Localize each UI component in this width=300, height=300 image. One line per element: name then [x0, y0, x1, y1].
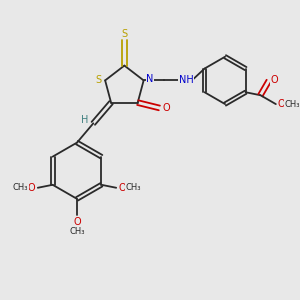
Text: CH₃: CH₃ [69, 227, 85, 236]
Text: H: H [81, 116, 89, 125]
Text: O: O [271, 74, 278, 85]
Text: S: S [121, 29, 127, 39]
Text: O: O [162, 103, 170, 113]
Text: O: O [278, 99, 286, 109]
Text: CH₃: CH₃ [126, 183, 141, 192]
Text: N: N [146, 74, 154, 84]
Text: NH: NH [178, 75, 194, 85]
Text: CH₃: CH₃ [284, 100, 300, 109]
Text: CH₃: CH₃ [13, 183, 28, 192]
Text: O: O [73, 217, 81, 227]
Text: O: O [28, 183, 35, 193]
Text: O: O [119, 183, 127, 193]
Text: S: S [96, 75, 102, 85]
